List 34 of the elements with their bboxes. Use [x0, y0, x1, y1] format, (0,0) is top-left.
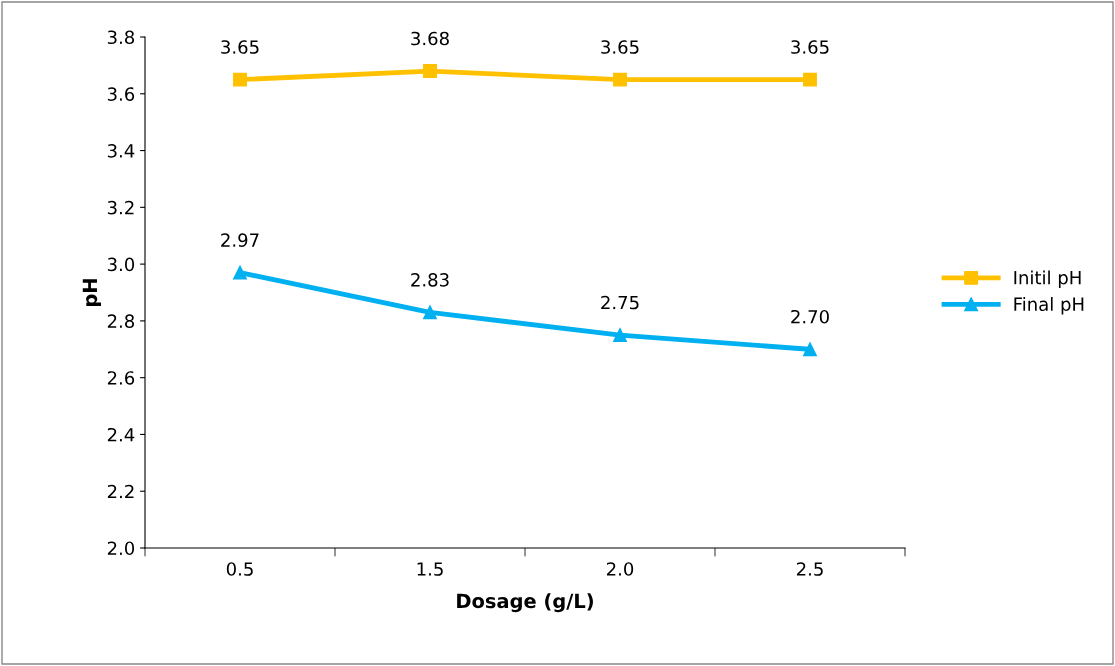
point: [613, 328, 627, 343]
y-axis-title: pH: [82, 279, 102, 306]
x-tick-label: 0.5: [226, 562, 253, 576]
data-label: 2.83: [411, 272, 449, 287]
point: [613, 72, 627, 87]
point: [423, 305, 437, 320]
data-label: 2.97: [221, 233, 259, 247]
y-tick-label: 2.2: [107, 484, 134, 499]
data-label: 3.65: [791, 40, 829, 54]
data-label: 2.75: [601, 295, 639, 310]
y-tick-label: 3.0: [107, 257, 135, 272]
x-tick-label: 2.0: [606, 562, 634, 576]
y-tick-label: 2.8: [107, 314, 135, 329]
point: [803, 342, 817, 357]
data-label: 3.65: [221, 40, 259, 54]
y-tick-label: 2.6: [107, 371, 135, 385]
x-tick-label: 2.5: [796, 562, 823, 576]
point: [233, 265, 247, 280]
point: [423, 64, 437, 79]
data-label: 3.65: [601, 40, 639, 54]
data-label: 3.68: [411, 31, 449, 46]
x-axis-title: Dosage (g/L): [457, 593, 593, 613]
y-tick-label: 2.4: [107, 427, 135, 442]
y-tick-label: 3.6: [107, 87, 135, 101]
data-label: 2.70: [791, 309, 829, 324]
y-tick-label: 3.8: [107, 30, 135, 45]
y-tick-label: 3.2: [107, 200, 134, 215]
point: [803, 72, 817, 87]
x-tick-label: 1.5: [417, 562, 443, 576]
legend-label: Final pH: [1014, 297, 1084, 315]
legend-label: Initil pH: [1014, 270, 1081, 288]
y-tick-label: 3.4: [107, 144, 135, 158]
point: [233, 72, 247, 87]
y-tick-label: 2.0: [107, 541, 135, 556]
